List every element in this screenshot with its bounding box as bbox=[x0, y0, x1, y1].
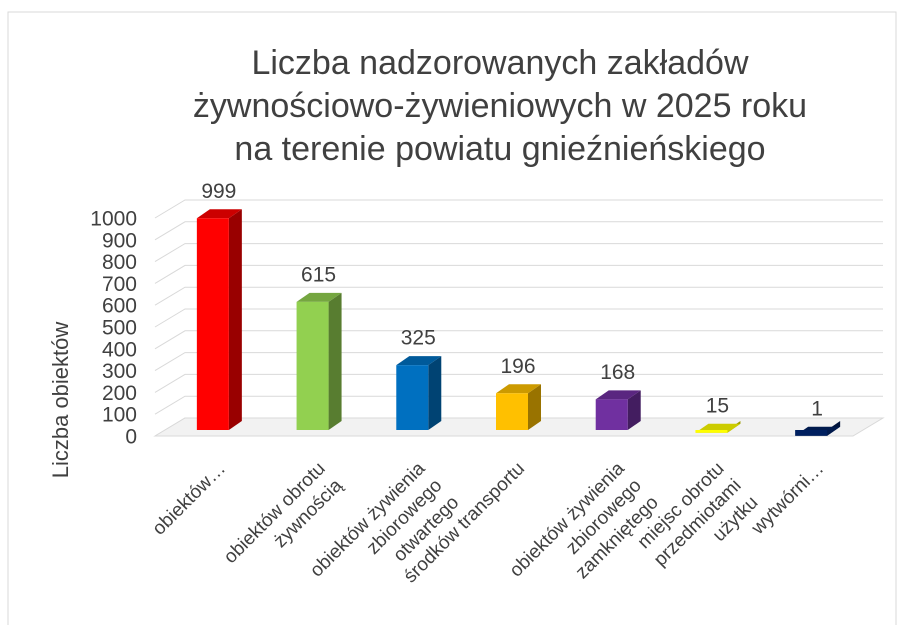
y-axis-label: Liczba obiektów bbox=[48, 322, 73, 479]
y-tick-label: 200 bbox=[102, 382, 137, 405]
grid-line bbox=[154, 243, 883, 263]
bar-face bbox=[296, 301, 329, 430]
bar-face bbox=[496, 384, 541, 394]
value-label: 615 bbox=[301, 263, 336, 286]
y-tick-label: 1000 bbox=[90, 208, 137, 231]
bar-face bbox=[328, 292, 342, 430]
grid-line bbox=[154, 264, 883, 284]
y-tick-label: 100 bbox=[102, 404, 137, 427]
value-label: 1 bbox=[811, 397, 823, 420]
grid-line bbox=[154, 352, 883, 372]
grid-line bbox=[154, 330, 883, 350]
bar-face bbox=[196, 218, 229, 430]
bar-face bbox=[795, 430, 828, 436]
bar-face bbox=[595, 390, 641, 400]
grid-line bbox=[154, 199, 883, 219]
value-label: 999 bbox=[201, 180, 236, 203]
bar-face bbox=[496, 393, 528, 430]
chart-title: Liczba nadzorowanych zakładów żywnościowo… bbox=[193, 44, 807, 168]
y-tick-label: 300 bbox=[102, 360, 137, 383]
bar bbox=[595, 390, 641, 430]
bar bbox=[695, 421, 741, 433]
bar-face bbox=[428, 356, 442, 430]
bar bbox=[196, 209, 242, 430]
y-tick-label: 900 bbox=[102, 229, 137, 252]
grid-line bbox=[154, 221, 883, 241]
bar bbox=[396, 356, 442, 430]
value-label: 196 bbox=[500, 355, 535, 378]
bar-face bbox=[627, 390, 641, 430]
bar-face bbox=[528, 384, 541, 430]
y-tick-label: 400 bbox=[102, 338, 137, 361]
bar-face bbox=[228, 209, 242, 430]
bar-face bbox=[396, 365, 429, 430]
bar bbox=[795, 421, 841, 436]
value-label: 168 bbox=[600, 361, 635, 384]
bar-face bbox=[196, 209, 242, 219]
bar-face bbox=[695, 430, 728, 433]
y-tick-label: 600 bbox=[102, 295, 137, 318]
bar-face bbox=[595, 399, 628, 430]
grid-line bbox=[154, 395, 883, 415]
value-label: 15 bbox=[706, 394, 729, 417]
bar bbox=[496, 384, 541, 430]
grid-line bbox=[154, 308, 883, 328]
bar-face bbox=[296, 292, 342, 302]
y-tick-label: 800 bbox=[102, 251, 137, 274]
y-tick-label: 700 bbox=[102, 273, 137, 296]
y-tick-label: 0 bbox=[125, 426, 137, 449]
grid-line bbox=[154, 286, 883, 306]
grid-line bbox=[154, 373, 883, 393]
chart-border bbox=[7, 11, 897, 625]
bar-face bbox=[396, 356, 442, 366]
value-label: 325 bbox=[401, 327, 436, 350]
y-tick-label: 500 bbox=[102, 317, 137, 340]
bar bbox=[296, 292, 342, 430]
